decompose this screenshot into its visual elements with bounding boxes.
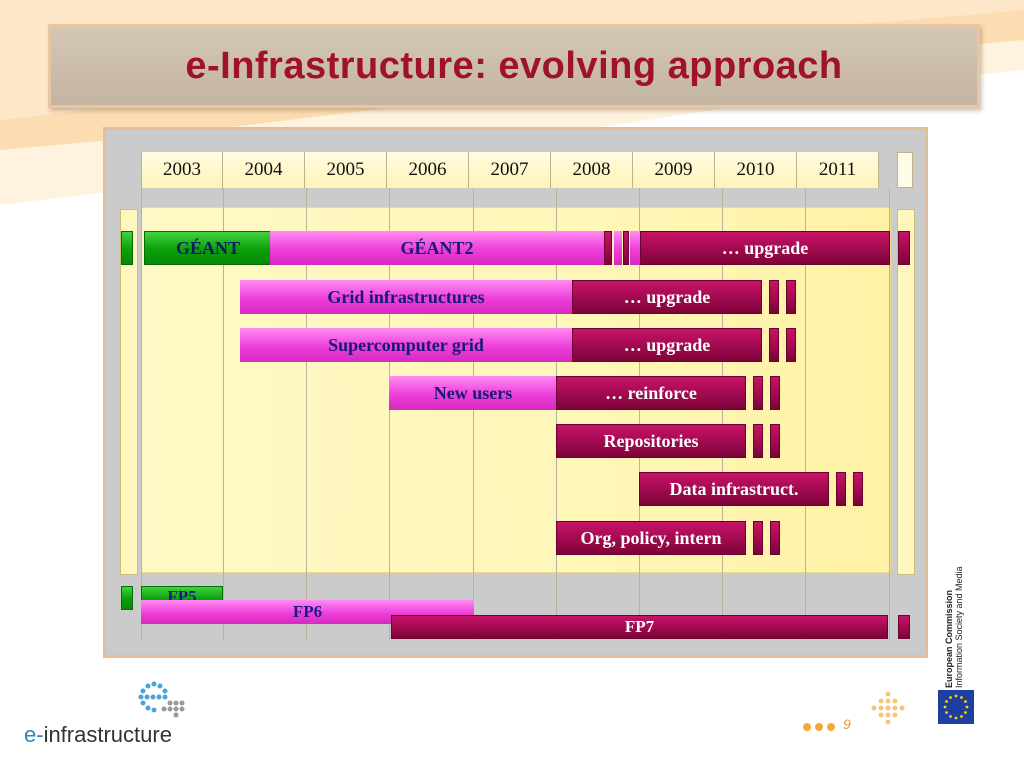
page-number: 9 — [843, 716, 851, 732]
grid-line — [306, 188, 307, 640]
logo-prefix: e- — [24, 722, 44, 747]
grid-line — [639, 188, 640, 640]
e-infrastructure-logo-icon — [138, 681, 185, 718]
supercomputer-tick — [786, 328, 796, 362]
grid-tick — [769, 280, 779, 314]
grid-line — [389, 188, 390, 640]
year-2007: 2007 — [469, 152, 551, 188]
title-box: e-Infrastructure: evolving approach — [48, 24, 980, 108]
year-2008: 2008 — [551, 152, 633, 188]
page-dots-icon — [803, 723, 835, 731]
ec-line-1: European Commission — [944, 589, 954, 688]
eu-flag-icon — [938, 690, 974, 724]
year-2010: 2010 — [715, 152, 797, 188]
fp5-marker-left — [121, 586, 133, 610]
new-users-tick — [770, 376, 780, 410]
fp6-bar: FP6 — [141, 600, 474, 624]
left-side-bar — [120, 209, 138, 575]
year-2005: 2005 — [305, 152, 387, 188]
year-header-end — [897, 152, 913, 188]
supercomputer-tick — [769, 328, 779, 362]
org-policy-bar: Org, policy, intern — [556, 521, 746, 555]
repositories-bar: Repositories — [556, 424, 746, 458]
geant2-tick — [623, 231, 629, 265]
grid-line — [556, 188, 557, 640]
year-2004: 2004 — [223, 152, 305, 188]
fp7-bar: FP7 — [391, 615, 888, 639]
org-policy-tick — [753, 521, 763, 555]
year-header: 2003 2004 2005 2006 2007 2008 2009 2010 … — [141, 152, 879, 188]
reinforce-bar: … reinforce — [556, 376, 746, 410]
geant2-tick — [604, 231, 612, 265]
new-users-bar: New users — [389, 376, 557, 410]
grid-line — [889, 188, 890, 640]
supercomputer-upgrade-bar: … upgrade — [572, 328, 762, 362]
grid-line — [805, 188, 806, 640]
repositories-tick — [753, 424, 763, 458]
e-infrastructure-logo-text: e-infrastructure — [24, 722, 172, 748]
year-2009: 2009 — [633, 152, 715, 188]
grid-upgrade-bar: … upgrade — [572, 280, 762, 314]
new-users-tick — [753, 376, 763, 410]
geant2-tick — [614, 231, 622, 265]
grid-line — [722, 188, 723, 640]
grid-tick — [786, 280, 796, 314]
fp7-marker-right — [898, 615, 910, 639]
grid-line — [473, 188, 474, 640]
geant-bar: GÉANT — [144, 231, 272, 265]
year-2003: 2003 — [141, 152, 223, 188]
grid-line — [141, 188, 142, 640]
org-policy-tick — [770, 521, 780, 555]
repositories-tick — [770, 424, 780, 458]
geant-marker-left — [121, 231, 133, 265]
grid-line — [223, 188, 224, 640]
dot-cross-icon — [871, 691, 905, 725]
slide-title: e-Infrastructure: evolving approach — [185, 44, 843, 87]
geant2-tick — [630, 231, 640, 265]
year-2011: 2011 — [797, 152, 879, 188]
supercomputer-grid-bar: Supercomputer grid — [240, 328, 572, 362]
data-infrastructure-tick — [836, 472, 846, 506]
logo-word: infrastructure — [43, 722, 172, 747]
ec-line-2: Information Society and Media — [954, 566, 964, 688]
right-side-bar — [897, 209, 915, 575]
grid-infrastructures-bar: Grid infrastructures — [240, 280, 572, 314]
data-infrastructure-bar: Data infrastruct. — [639, 472, 829, 506]
geant2-bar: GÉANT2 — [270, 231, 604, 265]
data-infrastructure-tick — [853, 472, 863, 506]
european-commission-text: European Commission Information Society … — [944, 566, 964, 688]
geant-upgrade-bar: … upgrade — [640, 231, 890, 265]
year-2006: 2006 — [387, 152, 469, 188]
geant-marker-right — [898, 231, 910, 265]
